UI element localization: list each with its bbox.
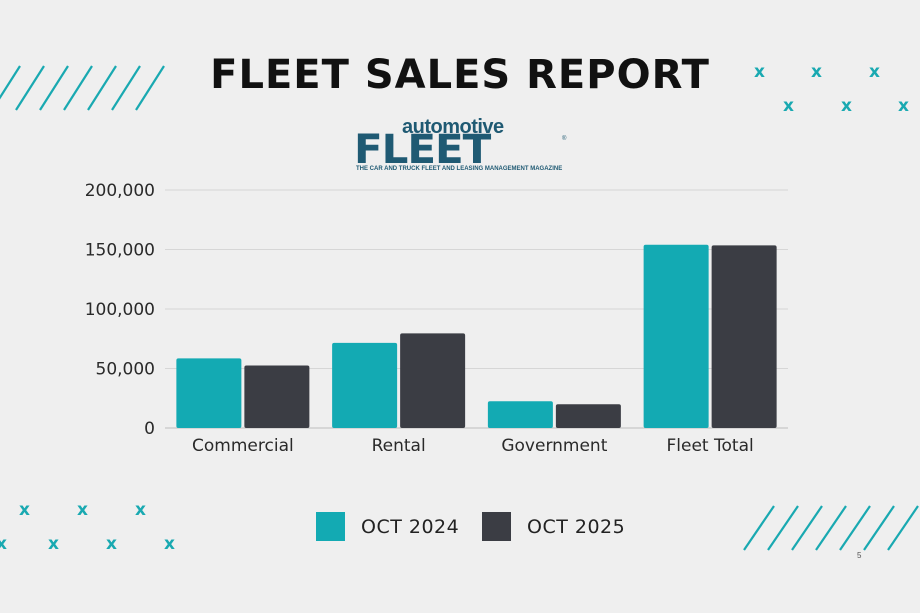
automotive-fleet-logo: automotive FLEET ® THE CAR AND TRUCK FLE… — [354, 116, 568, 176]
svg-text:x: x — [48, 534, 59, 554]
svg-text:x: x — [0, 534, 7, 554]
logo-word-automotive: automotive — [402, 116, 504, 138]
bar-rental-oct-2025 — [400, 333, 466, 428]
bar-fleet-total-oct-2024 — [643, 244, 709, 428]
svg-text:x: x — [19, 500, 30, 520]
stripes-decoration-top-left — [0, 65, 165, 111]
stripes-decoration-bottom-right — [743, 505, 919, 551]
svg-text:x: x — [135, 500, 146, 520]
x-axis-category-labels: Commercial Rental Government Fleet Total — [192, 436, 754, 456]
bar-government-oct-2024 — [487, 401, 553, 428]
bar-government-oct-2025 — [555, 404, 621, 428]
legend-item-oct-2024: OCT 2024 — [316, 512, 459, 541]
bar-fleet-total-oct-2025 — [711, 245, 777, 428]
logo-registered-mark: ® — [562, 136, 567, 142]
legend-swatch-oct-2025 — [482, 512, 511, 541]
chart-bars — [176, 244, 777, 428]
legend-swatch-oct-2024 — [316, 512, 345, 541]
svg-text:x: x — [77, 500, 88, 520]
bar-rental-oct-2024 — [332, 342, 398, 428]
svg-text:x: x — [783, 96, 794, 115]
report-title: FLEET SALES REPORT — [210, 52, 710, 98]
y-tick-label: 100,000 — [85, 300, 155, 320]
legend-item-oct-2025: OCT 2025 — [482, 512, 625, 541]
logo-tagline: THE CAR AND TRUCK FLEET AND LEASING MANA… — [356, 166, 563, 172]
svg-text:x: x — [869, 62, 880, 82]
svg-text:x: x — [164, 534, 175, 554]
logo-word-fleet: FLEET — [354, 127, 491, 173]
svg-text:x: x — [106, 534, 117, 554]
x-category-label: Government — [501, 436, 607, 456]
y-tick-label: 150,000 — [85, 241, 155, 261]
x-category-label: Commercial — [192, 436, 294, 456]
x-category-label: Rental — [372, 436, 426, 456]
y-axis-tick-labels: 0 50,000 100,000 150,000 200,000 — [85, 181, 155, 439]
y-tick-label: 0 — [144, 419, 155, 439]
svg-text:x: x — [898, 96, 909, 115]
y-tick-label: 200,000 — [85, 181, 155, 201]
bar-commercial-oct-2024 — [176, 358, 242, 428]
svg-text:x: x — [811, 62, 822, 82]
svg-text:x: x — [754, 62, 765, 82]
page-number: 5 — [857, 551, 862, 560]
svg-text:x: x — [841, 96, 852, 115]
legend-label-oct-2025: OCT 2025 — [527, 515, 626, 538]
x-category-label: Fleet Total — [667, 436, 754, 456]
y-tick-label: 50,000 — [96, 360, 155, 380]
legend-label-oct-2024: OCT 2024 — [361, 515, 460, 538]
bar-commercial-oct-2025 — [244, 365, 310, 428]
